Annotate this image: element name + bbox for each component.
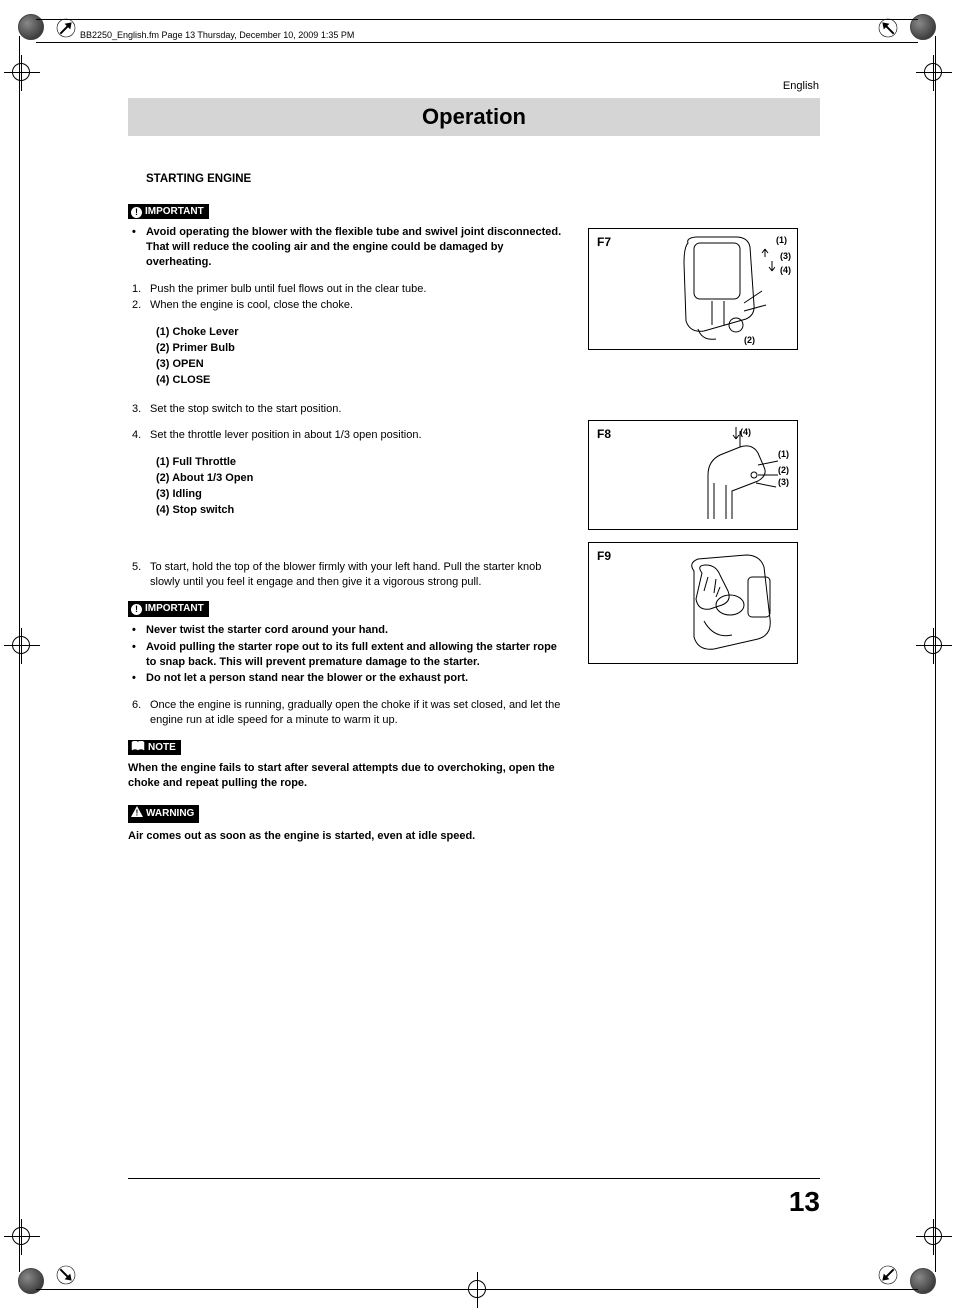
reg-arrow-bl <box>56 1265 76 1290</box>
f7-c3: (3) <box>780 251 791 261</box>
step-4: Set the throttle lever position in about… <box>150 428 422 443</box>
reg-arrow-tr <box>878 18 898 43</box>
sublist-a-2: (2) Primer Bulb <box>156 341 568 356</box>
warning-text-label: WARNING <box>146 808 194 819</box>
note-label: NOTE <box>128 740 181 756</box>
warning-body: Air comes out as soon as the engine is s… <box>128 829 568 844</box>
important2-item-1: Never twist the starter cord around your… <box>146 623 388 638</box>
step-6: Once the engine is running, gradually op… <box>150 698 568 728</box>
page-number: 13 <box>789 1186 820 1218</box>
fm-header-text: BB2250_English.fm Page 13 Thursday, Dece… <box>80 30 354 40</box>
sublist-b-2: (2) About 1/3 Open <box>156 471 568 486</box>
sublist-a-3: (3) OPEN <box>156 357 568 372</box>
reg-cross-bc <box>468 1280 486 1298</box>
steps-d: 6.Once the engine is running, gradually … <box>132 698 568 728</box>
important-label-2: !IMPORTANT <box>128 601 209 617</box>
figure-f8: F8 (4) (1) (2) (3) <box>588 420 798 530</box>
text-column: STARTING ENGINE !IMPORTANT •Avoid operat… <box>128 172 568 857</box>
f8-c1: (1) <box>778 449 789 459</box>
f7-c2: (2) <box>744 335 755 345</box>
sublist-b-3: (3) Idling <box>156 487 568 502</box>
f8-c2: (2) <box>778 465 789 475</box>
svg-text:!: ! <box>136 809 139 818</box>
frame-left <box>19 36 20 1272</box>
reg-cross-bl2 <box>12 1227 30 1245</box>
f7-c4: (4) <box>780 265 791 275</box>
sublist-a-1: (1) Choke Lever <box>156 325 568 340</box>
f8-c4: (4) <box>740 427 751 437</box>
f7-c1: (1) <box>776 235 787 245</box>
frame-bottom <box>36 1289 918 1290</box>
reg-cross-tl <box>12 63 30 81</box>
f8-label: F8 <box>597 427 611 441</box>
reg-mark-tr <box>910 14 936 40</box>
important2-item-2: Avoid pulling the starter rope out to it… <box>146 640 568 670</box>
steps-c: 5.To start, hold the top of the blower f… <box>132 560 568 590</box>
exclaim-icon: ! <box>131 207 142 218</box>
important2-list: •Never twist the starter cord around you… <box>132 623 568 686</box>
sublist-a-4: (4) CLOSE <box>156 373 568 388</box>
f8-arrow <box>731 425 741 441</box>
note-text-label: NOTE <box>148 742 176 753</box>
page-title: Operation <box>128 98 820 136</box>
sublist-b: (1) Full Throttle (2) About 1/3 Open (3)… <box>156 455 568 517</box>
sublist-a: (1) Choke Lever (2) Primer Bulb (3) OPEN… <box>156 325 568 387</box>
f8-diagram <box>658 425 793 525</box>
reg-mark-br <box>910 1268 936 1294</box>
step-1: Push the primer bulb until fuel flows ou… <box>150 282 426 297</box>
reg-cross-tr <box>924 63 942 81</box>
reg-mark-tl <box>18 14 44 40</box>
reg-arrow-br <box>878 1265 898 1290</box>
exclaim-icon: ! <box>131 604 142 615</box>
reg-cross-mr <box>924 636 942 654</box>
language-label: English <box>783 80 819 92</box>
book-icon <box>131 741 145 751</box>
step-3: Set the stop switch to the start positio… <box>150 402 341 417</box>
sublist-b-1: (1) Full Throttle <box>156 455 568 470</box>
reg-arrow-tl <box>56 18 76 43</box>
important-text: IMPORTANT <box>145 206 204 217</box>
step-2: When the engine is cool, close the choke… <box>150 298 353 313</box>
header-separator <box>36 42 918 43</box>
important1-item: Avoid operating the blower with the flex… <box>146 225 568 270</box>
page-body: Operation STARTING ENGINE !IMPORTANT •Av… <box>128 98 820 857</box>
f9-label: F9 <box>597 549 611 563</box>
important2-item-3: Do not let a person stand near the blowe… <box>146 671 468 686</box>
warning-label: ! WARNING <box>128 805 199 823</box>
f7-arrows <box>761 247 775 275</box>
note-body: When the engine fails to start after sev… <box>128 761 568 791</box>
steps-a: 1.Push the primer bulb until fuel flows … <box>132 282 568 314</box>
footer-separator <box>128 1178 820 1179</box>
f8-c3: (3) <box>778 477 789 487</box>
frame-right <box>935 36 936 1272</box>
reg-cross-ml <box>12 636 30 654</box>
figure-f9: F9 <box>588 542 798 664</box>
important-label-1: !IMPORTANT <box>128 204 209 220</box>
important-text-2: IMPORTANT <box>145 603 204 614</box>
sublist-b-4: (4) Stop switch <box>156 503 568 518</box>
reg-mark-bl <box>18 1268 44 1294</box>
figure-column: F7 (1) (3) (4) (2) <box>588 172 800 857</box>
step-5: To start, hold the top of the blower fir… <box>150 560 568 590</box>
steps-b: 3.Set the stop switch to the start posit… <box>132 402 568 444</box>
section-heading: STARTING ENGINE <box>146 172 568 188</box>
f7-label: F7 <box>597 235 611 249</box>
figure-f7: F7 (1) (3) (4) (2) <box>588 228 798 350</box>
f9-diagram <box>658 547 793 661</box>
frame-top <box>36 19 918 20</box>
important1-list: •Avoid operating the blower with the fle… <box>132 225 568 270</box>
warning-icon: ! <box>131 806 143 822</box>
reg-cross-br2 <box>924 1227 942 1245</box>
